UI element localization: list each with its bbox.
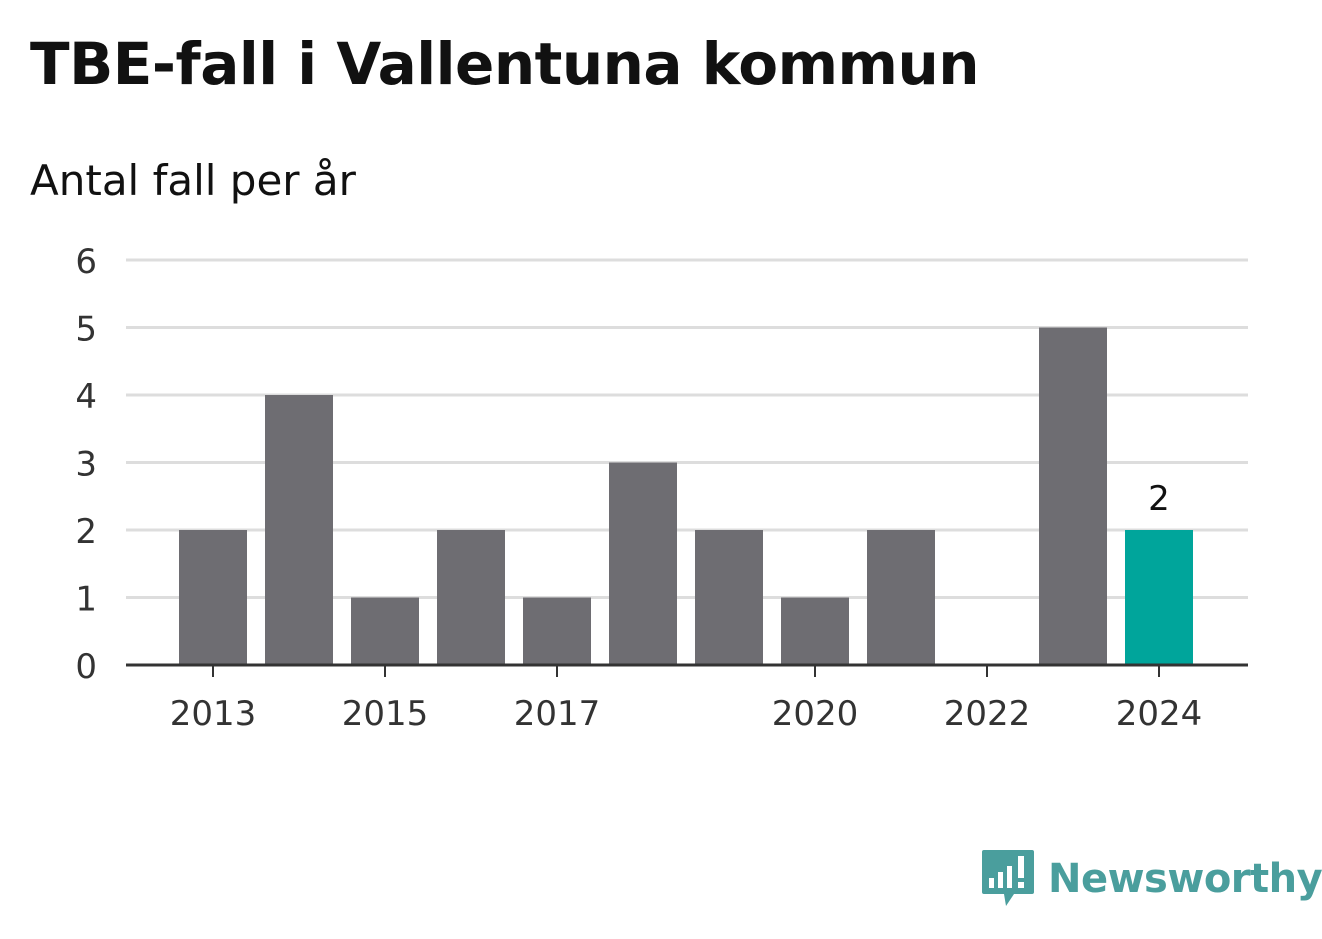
bar-2018 — [609, 462, 677, 665]
x-tick-label-2020: 2020 — [772, 694, 859, 734]
bar-2019 — [695, 530, 763, 665]
x-tick-label-2013: 2013 — [170, 694, 257, 734]
bar-2023 — [1039, 327, 1107, 665]
data-label-2024: 2 — [1148, 479, 1170, 519]
chart-title: TBE-fall i Vallentuna kommun — [30, 30, 980, 98]
y-tick-label-6: 6 — [75, 242, 97, 282]
y-tick-label-0: 0 — [75, 647, 97, 687]
x-tick-label-2022: 2022 — [944, 694, 1031, 734]
bar-2013 — [179, 530, 247, 665]
brand-logo: Newsworthy — [980, 848, 1322, 910]
bar-2016 — [437, 530, 505, 665]
x-tick-label-2015: 2015 — [342, 694, 429, 734]
brand-name: Newsworthy — [1048, 856, 1322, 902]
y-tick-label-5: 5 — [75, 310, 97, 350]
x-tick-label-2024: 2024 — [1116, 694, 1203, 734]
bar-2021 — [867, 530, 935, 665]
y-tick-label-2: 2 — [75, 512, 97, 552]
bar-2015 — [351, 597, 419, 665]
y-tick-label-3: 3 — [75, 445, 97, 485]
bar-2024 — [1125, 530, 1193, 665]
y-tick-label-4: 4 — [75, 377, 97, 417]
bar-2020 — [781, 597, 849, 665]
bar-2017 — [523, 597, 591, 665]
chart-subtitle: Antal fall per år — [30, 156, 356, 205]
y-tick-label-1: 1 — [75, 580, 97, 620]
bar-chart-speech-bubble-icon — [982, 850, 1034, 906]
bar-2014 — [265, 395, 333, 665]
x-tick-label-2017: 2017 — [514, 694, 601, 734]
